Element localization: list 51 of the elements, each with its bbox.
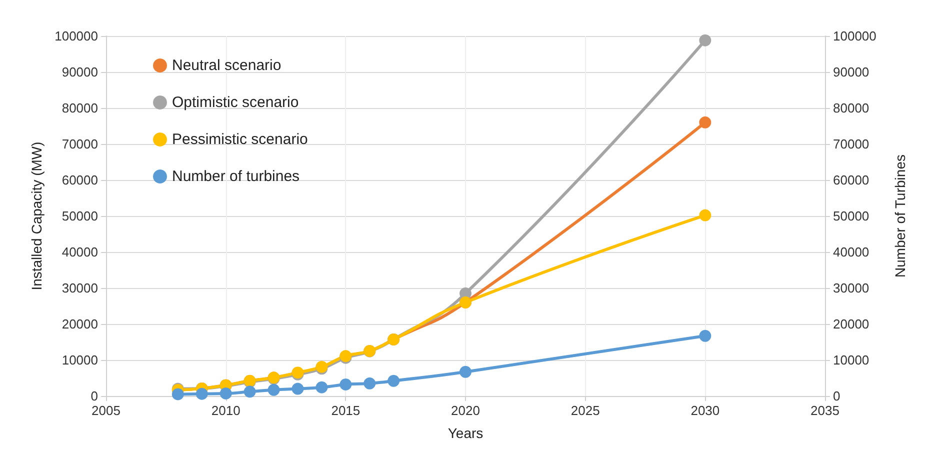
point	[699, 34, 712, 46]
y-tick-label: 20000	[62, 316, 98, 332]
y2-tick-label: 0	[833, 388, 840, 404]
point	[460, 366, 472, 378]
y2-tick-label: 10000	[833, 352, 870, 368]
point	[268, 384, 280, 396]
y2-tick-label: 90000	[833, 64, 870, 80]
y2-tick-label: 40000	[833, 244, 870, 260]
x-axis-title: Years	[448, 425, 484, 441]
y-tick-label: 40000	[62, 244, 98, 260]
x-tick-label: 2010	[211, 403, 240, 418]
y-tick-label: 0	[90, 388, 98, 404]
x-tick-label: 2015	[331, 403, 360, 418]
point	[316, 381, 328, 394]
point	[292, 382, 304, 395]
x-tick-label: 2020	[451, 403, 480, 418]
point	[220, 387, 232, 400]
point	[244, 386, 256, 398]
point	[699, 116, 712, 128]
y-tick-label: 80000	[62, 100, 98, 116]
y-axis-title: Installed Capacity (MW)	[28, 142, 45, 290]
y2-tick-label: 100000	[833, 28, 876, 44]
y-tick-label: 100000	[54, 28, 98, 44]
point	[699, 209, 712, 222]
y2-axis-title: Number of Turbines	[892, 154, 908, 278]
y-tick-label: 60000	[62, 172, 98, 188]
y2-tick-label: 50000	[833, 208, 870, 224]
point	[699, 330, 712, 342]
point	[196, 388, 208, 400]
y-tick-label: 50000	[62, 208, 98, 224]
legend-label: Pessimistic scenario	[172, 131, 308, 148]
point	[340, 378, 352, 390]
legend-label: Optimistic scenario	[172, 94, 299, 111]
y2-tick-label: 60000	[833, 172, 870, 188]
y2-tick-label: 80000	[833, 100, 870, 116]
y2-tick-label: 20000	[833, 316, 870, 332]
y-tick-label: 10000	[62, 352, 98, 368]
x-tick-label: 2025	[570, 403, 600, 418]
point	[388, 374, 400, 387]
y2-tick-label: 70000	[833, 136, 870, 152]
y-tick-label: 90000	[62, 64, 98, 80]
legend-label: Number of turbines	[172, 168, 300, 185]
legend-label: Neutral scenario	[172, 57, 282, 74]
x-tick-label: 2035	[810, 403, 840, 418]
y-tick-label: 30000	[62, 280, 98, 296]
x-tick-label: 2030	[690, 403, 720, 418]
y2-tick-label: 30000	[833, 280, 870, 296]
x-tick-label: 2005	[92, 403, 120, 418]
point	[364, 377, 376, 390]
point	[172, 388, 184, 400]
y-tick-label: 70000	[62, 136, 98, 152]
